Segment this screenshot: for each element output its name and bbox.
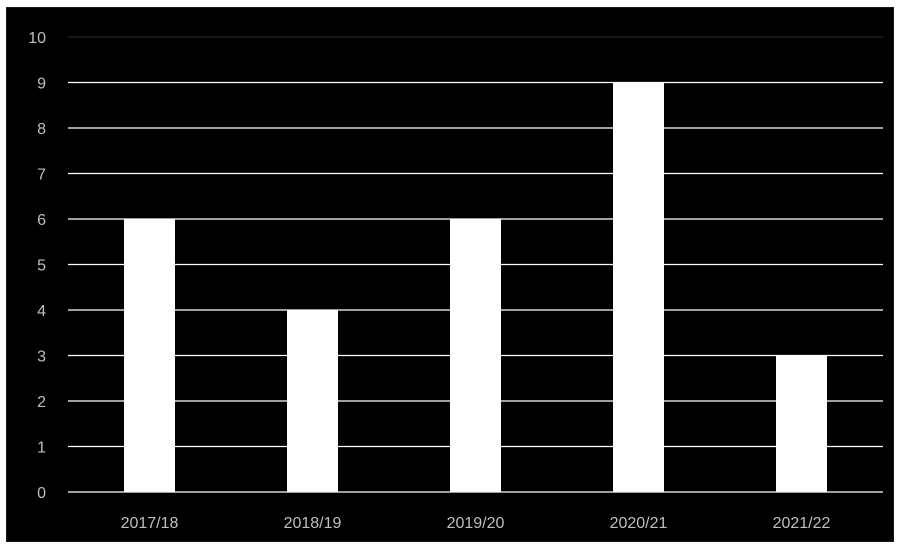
bar-2020-21: [613, 82, 664, 492]
y-tick-label: 1: [37, 440, 46, 457]
x-tick-label: 2021/22: [773, 515, 831, 532]
y-tick-label: 2: [37, 394, 46, 411]
bar-2017-18: [124, 219, 175, 492]
y-tick-label: 9: [37, 76, 46, 93]
x-axis-tick-labels: 2017/18 2018/19 2019/20 2020/21 2021/22: [121, 515, 831, 532]
y-tick-label: 8: [37, 121, 46, 138]
y-tick-label: 0: [37, 485, 46, 502]
gridlines: [68, 36, 883, 493]
bar-2019-20: [450, 219, 501, 492]
y-tick-label: 4: [37, 303, 46, 320]
y-tick-label: 3: [37, 349, 46, 366]
bars: [124, 82, 827, 492]
y-tick-label: 6: [37, 212, 46, 229]
y-tick-label: 5: [37, 258, 46, 275]
x-tick-label: 2018/19: [284, 515, 342, 532]
x-tick-label: 2017/18: [121, 515, 179, 532]
y-tick-label: 7: [37, 167, 46, 184]
y-tick-label: 10: [28, 30, 46, 47]
bar-2018-19: [287, 310, 338, 492]
x-tick-label: 2020/21: [610, 515, 668, 532]
bar-2021-22: [776, 355, 827, 492]
y-axis-tick-labels: 0 1 2 3 4 5 6 7 8 9 10: [28, 30, 46, 502]
x-tick-label: 2019/20: [447, 515, 505, 532]
